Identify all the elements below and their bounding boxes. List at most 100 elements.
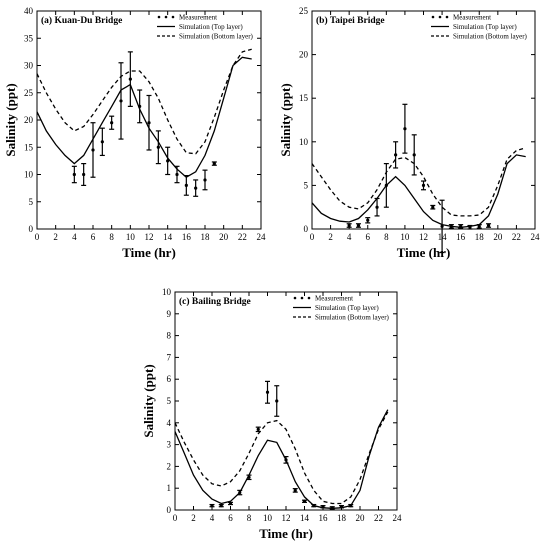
chart-c-y-tick-label: 4 [167, 418, 172, 428]
chart-c-bottom-layer-line [174, 411, 389, 505]
chart-a-measurement-dot [72, 172, 76, 177]
chart-a-measurement-point [109, 115, 115, 130]
chart-a-y-tick-label: 40 [24, 6, 34, 16]
chart-b-legend-marker-measurement [438, 15, 442, 19]
chart-a-x-tick-label: 2 [53, 232, 58, 242]
chart-c-measurement-dot [349, 504, 353, 508]
chart-c-y-tick-label: 5 [167, 396, 172, 406]
chart-a-measurement-dot [119, 99, 123, 103]
chart-a-measurement-dot [166, 159, 170, 163]
chart-c-measurement-dot [321, 505, 325, 509]
chart-c-measurement-point [237, 489, 243, 496]
chart-a-y-tick-label: 0 [29, 224, 34, 234]
chart-a-x-tick-label: 0 [35, 232, 40, 242]
chart-b-x-tick-label: 22 [512, 232, 521, 242]
chart-c-y-tick-label: 0 [167, 505, 172, 515]
chart-b-measurement-dot [347, 223, 351, 228]
chart-c-legend-label: Measurement [315, 295, 353, 303]
chart-b-measurement-dot [459, 224, 463, 228]
chart-a-measurement-dot [194, 186, 198, 190]
chart-a-measurement-dot [175, 172, 179, 177]
chart-a-measurement-dot [138, 104, 142, 108]
chart-c-legend-marker-measurement [293, 296, 297, 300]
chart-c-measurement-dot [228, 501, 233, 506]
chart-c-legend-label: Simulation (Bottom layer) [315, 314, 390, 322]
chart-a-measurement-point [202, 169, 208, 191]
chart-c-x-tick-label: 10 [263, 513, 273, 523]
chart-a-top-layer-line [36, 56, 252, 178]
chart-c-measurement-dot [275, 399, 279, 403]
chart-a-legend-marker-measurement [171, 15, 175, 19]
chart-a-y-tick-label: 10 [24, 170, 34, 180]
chart-a-measurement-point [118, 62, 124, 140]
chart-c-x-tick-label: 12 [282, 513, 291, 523]
chart-a-legend-label: Simulation (Top layer) [179, 23, 243, 31]
chart-b-measurement-dot [384, 183, 388, 187]
chart-b-measurement-point [411, 134, 417, 176]
chart-c-y-tick-label: 6 [167, 374, 172, 384]
chart-c-measurement-dot [265, 390, 270, 394]
chart-c-y-tick-label: 2 [167, 461, 172, 471]
chart-a-x-tick-label: 14 [163, 232, 173, 242]
chart-c-x-axis-label: Time (hr) [259, 526, 313, 541]
chart-b-measurement-dot [375, 205, 379, 209]
chart-c-measurement-point [292, 488, 298, 493]
chart-b-y-tick-label: 20 [299, 50, 309, 60]
chart-a-measurement-point [90, 122, 96, 178]
chart-a-title: (a) Kuan-Du Bridge [41, 15, 122, 26]
chart-c-measurement-point [283, 455, 289, 464]
chart-a-measurement-dot [156, 145, 160, 149]
chart-c-x-tick-label: 18 [337, 513, 347, 523]
chart-b-y-tick-label: 25 [299, 6, 309, 16]
chart-b-x-tick-label: 6 [366, 232, 371, 242]
chart-a-x-tick-label: 18 [201, 232, 211, 242]
chart-b-x-tick-label: 24 [531, 232, 541, 242]
chart-c-y-tick-label: 3 [167, 440, 172, 450]
chart-a-measurement-dot [203, 178, 207, 182]
chart-b-measurement-point [421, 180, 426, 191]
chart-c-x-tick-label: 2 [191, 513, 196, 523]
chart-a-legend-label: Measurement [179, 14, 217, 22]
chart-c-measurement-point [209, 503, 215, 508]
chart-a-measurement-dot [82, 172, 86, 177]
chart-a-measurement-dot [184, 183, 188, 187]
chart-c-measurement-point [329, 506, 335, 510]
chart-a-x-tick-label: 6 [91, 232, 96, 242]
chart-c-x-tick-label: 0 [173, 513, 178, 523]
chart-b-legend-marker-measurement [431, 15, 435, 19]
chart-b-x-tick-label: 12 [419, 232, 428, 242]
chart-c-y-tick-label: 7 [167, 352, 172, 362]
chart-a-measurement-point [183, 174, 189, 196]
chart-b-measurement-point [355, 223, 361, 228]
chart-c-measurement-point [274, 385, 280, 417]
chart-b-measurement-dot [468, 225, 472, 229]
chart-c-y-tick-label: 9 [167, 309, 172, 319]
chart-a-x-tick-label: 10 [126, 232, 136, 242]
chart-a-y-tick-label: 30 [24, 61, 34, 71]
chart-a-measurement-point [127, 51, 133, 107]
chart-c-measurement-point [218, 503, 224, 508]
chart-c-measurement-dot [293, 488, 297, 492]
chart-c-measurement-dot [302, 499, 307, 503]
chart-c-measurement-dot [330, 506, 334, 510]
chart-c-x-tick-label: 6 [228, 513, 233, 523]
chart-b-measurement-dot [403, 127, 407, 131]
chart-b-measurement-point [458, 224, 464, 229]
chart-a-measurement-point [174, 165, 180, 184]
chart-a-x-axis-label: Time (hr) [122, 245, 176, 260]
chart-a-measurement-dot [147, 121, 151, 125]
chart-c-x-tick-label: 8 [247, 513, 252, 523]
chart-c-measurement-point [246, 474, 252, 481]
chart-b-x-tick-label: 0 [310, 232, 315, 242]
chart-a-legend-marker-measurement [164, 15, 168, 19]
chart-a-x-tick-label: 24 [257, 232, 267, 242]
chart-a-measurement-dot [100, 140, 104, 144]
chart-b-measurement-point [393, 141, 399, 169]
chart-c-measurement-point [311, 503, 317, 508]
chart-c-x-tick-label: 22 [374, 513, 383, 523]
chart-c-measurement-point [265, 380, 270, 404]
chart-c-measurement-dot [339, 505, 344, 509]
chart-b-measurement-point [439, 199, 445, 254]
